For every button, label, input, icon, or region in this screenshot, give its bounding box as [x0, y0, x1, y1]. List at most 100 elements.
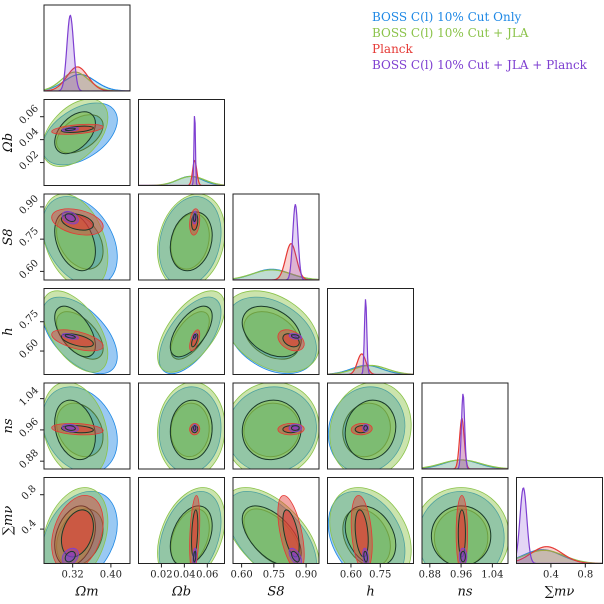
x-axis-label-om: Ωm [74, 585, 98, 600]
contour-om-mnu-s3-68 [64, 550, 76, 563]
contour-h-ns-s3-68 [363, 425, 368, 431]
contour-ob-ns-s3-68 [193, 425, 197, 431]
panel-mnu-mnu: 0.4 0.8∑mν [516, 477, 603, 600]
y-tick-label-ns-2: 1.04 [17, 385, 41, 409]
pdf-fill-s8-1 [233, 269, 319, 280]
pdf-line-om-0 [44, 73, 130, 91]
contour-h-ns-s1-68 [344, 399, 397, 461]
x-tick-label-s8-2: 0.90 [295, 570, 317, 581]
y-tick-label-h-1: 0.75 [17, 308, 41, 332]
x-tick-label-s8-1: 0.75 [263, 570, 285, 581]
x-tick-label-s8-0: 0.60 [230, 570, 252, 581]
contour-ob-h-s3-68 [192, 334, 197, 339]
pdf-fill-ns-2 [422, 418, 508, 469]
panel-frame [138, 288, 225, 375]
x-tick-label-mnu-0: 0.4 [543, 570, 559, 581]
contour-ob-mnu-s3-68 [193, 550, 197, 563]
pdf-line-s8-1 [233, 269, 319, 280]
panel-frame [516, 477, 603, 564]
contour-h-mnu-s3-68 [363, 550, 368, 563]
panel-frame [138, 99, 225, 186]
x-axis-label-s8: S8 [267, 585, 284, 600]
pdf-line-h-3 [327, 299, 414, 375]
y-axis-label-ns: ns [1, 418, 16, 433]
legend-entry-1: BOSS C(l) 10% Cut + JLA [372, 26, 529, 40]
legend-entry-0: BOSS C(l) 10% Cut Only [372, 10, 522, 24]
pdf-fill-mnu-3 [516, 488, 603, 564]
panel-frame [43, 288, 131, 375]
panel-frame [421, 477, 509, 564]
y-axis-label-s8: S8 [1, 228, 16, 245]
y-tick-label-ob-1: 0.04 [17, 126, 41, 150]
y-tick-label-h-0: 0.60 [17, 338, 41, 362]
panel-ob-mnu: 0.02 0.04 0.06 Ωb [138, 477, 225, 600]
panel-s8-mnu: 0.60 0.75 0.90 S8 [230, 477, 320, 600]
panel-s8-ns [232, 382, 320, 470]
panel-frame [43, 99, 131, 186]
y-tick-label-s8-0: 0.60 [17, 258, 41, 282]
contour-s8-ns-s3-68 [290, 425, 300, 431]
contour-om-s8-s3-68 [64, 213, 76, 223]
pdf-fill-om-2 [44, 66, 130, 91]
pdf-fill-s8-0 [233, 269, 319, 280]
pdf-line-ns-3 [422, 393, 508, 469]
pdf-fill-mnu-2 [516, 546, 603, 564]
pdf-fill-mnu-0 [516, 549, 603, 564]
panel-frame [327, 288, 414, 375]
y-tick-label-s8-1: 0.75 [17, 226, 41, 250]
panel-h-mnu: 0.60 0.75 h [327, 477, 414, 600]
pdf-fill-h-1 [327, 365, 414, 375]
panel-frame [232, 382, 320, 470]
y-axis-label-ob: Ωb [1, 133, 16, 153]
contour-s8-mnu-s3-68 [290, 550, 300, 563]
panel-frame [327, 477, 414, 564]
contour-ns-mnu-s3-68 [460, 550, 466, 563]
contour-om-ob-s3-68 [64, 127, 76, 131]
panel-ob-ns [138, 382, 225, 470]
panel-ob-ob [138, 99, 225, 186]
panels-layer: 0.020.040.06Ωb0.600.750.90S80.600.75h0.8… [1, 4, 603, 600]
pdf-fill-mnu-1 [516, 550, 603, 564]
pdf-line-s8-2 [233, 243, 319, 280]
y-tick-label-ob-2: 0.06 [17, 103, 41, 127]
x-tick-label-ns-2: 1.04 [481, 570, 503, 581]
pdf-fill-om-0 [44, 74, 130, 91]
panel-om-om [43, 4, 131, 92]
x-tick-label-ob-0: 0.02 [150, 570, 172, 581]
panel-frame [43, 477, 131, 564]
panel-frame [43, 4, 131, 92]
x-tick-label-mnu-1: 0.8 [577, 570, 593, 581]
contour-om-ns-s3-68 [64, 425, 76, 431]
y-tick-label-mnu-0: 0.4 [20, 518, 39, 537]
x-axis-label-ns: ns [457, 585, 472, 600]
panel-frame [232, 193, 320, 281]
panel-s8-s8 [232, 193, 320, 281]
pdf-fill-ob-0 [138, 176, 225, 186]
panel-s8-h [232, 288, 320, 375]
y-axis-label-mnu: ∑mν [1, 506, 16, 536]
contour-s8-ns-s1-68 [241, 399, 302, 461]
panel-ns-ns [421, 382, 509, 470]
contour-ob-h-s1-68 [169, 305, 213, 358]
panel-frame [138, 477, 225, 564]
y-tick-label-ns-1: 0.96 [17, 416, 41, 440]
pdf-fill-s8-3 [233, 204, 319, 280]
panel-h-ns [327, 382, 414, 470]
x-tick-label-h-1: 0.75 [369, 570, 391, 581]
x-tick-label-ns-1: 0.96 [450, 570, 472, 581]
y-tick-label-ob-0: 0.02 [17, 149, 41, 173]
x-tick-label-ns-0: 0.88 [419, 570, 441, 581]
panel-h-h [327, 288, 414, 375]
legend-entry-2: Planck [372, 42, 414, 56]
pdf-fill-s8-2 [233, 243, 319, 280]
x-tick-label-ob-1: 0.04 [173, 570, 195, 581]
x-tick-label-ob-2: 0.06 [196, 570, 218, 581]
y-tick-label-s8-2: 0.90 [17, 193, 41, 217]
panel-frame [138, 193, 225, 281]
pdf-fill-ob-3 [138, 116, 225, 186]
